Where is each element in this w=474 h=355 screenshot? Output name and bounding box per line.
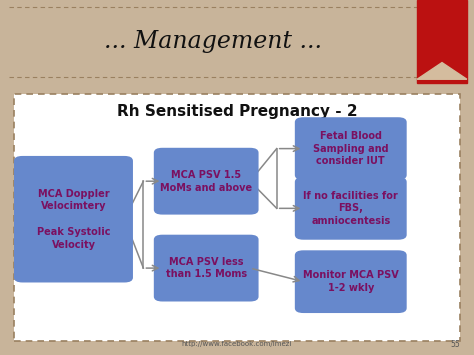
FancyBboxPatch shape (14, 94, 460, 342)
Text: Fetal Blood
Sampling and
consider IUT: Fetal Blood Sampling and consider IUT (313, 131, 389, 166)
Text: MCA Doppler
Velocimtery

Peak Systolic
Velocity: MCA Doppler Velocimtery Peak Systolic Ve… (36, 189, 110, 250)
Polygon shape (417, 0, 467, 83)
FancyBboxPatch shape (154, 148, 259, 214)
Text: ... Management ...: ... Management ... (104, 30, 322, 53)
FancyBboxPatch shape (14, 156, 133, 283)
FancyBboxPatch shape (295, 250, 407, 313)
Text: MCA PSV 1.5
MoMs and above: MCA PSV 1.5 MoMs and above (160, 170, 252, 193)
Text: Monitor MCA PSV
1-2 wkly: Monitor MCA PSV 1-2 wkly (303, 270, 399, 293)
Text: http://www.facebook.com/imezi: http://www.facebook.com/imezi (182, 341, 292, 347)
FancyBboxPatch shape (154, 235, 259, 301)
Text: If no facilities for
FBS,
amniocentesis: If no facilities for FBS, amniocentesis (303, 191, 398, 226)
FancyBboxPatch shape (295, 117, 407, 180)
Text: 55: 55 (450, 340, 460, 349)
Text: MCA PSV less
than 1.5 Moms: MCA PSV less than 1.5 Moms (165, 257, 247, 279)
FancyBboxPatch shape (295, 177, 407, 240)
Text: Rh Sensitised Pregnancy - 2: Rh Sensitised Pregnancy - 2 (117, 104, 357, 119)
Polygon shape (417, 62, 467, 79)
